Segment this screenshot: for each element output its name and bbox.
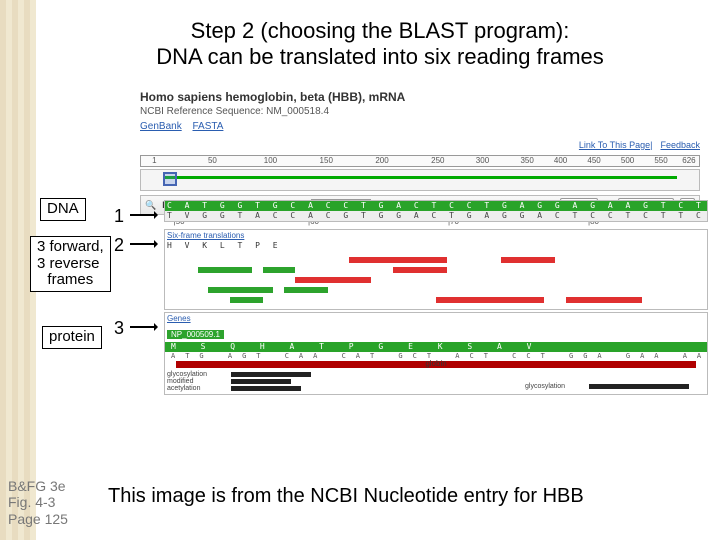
footer: B&FG 3e Fig. 4-3 Page 125 bbox=[8, 478, 68, 528]
reference-sequence: NCBI Reference Sequence: NM_000518.4 bbox=[140, 106, 700, 117]
modification-bars: glycosylationmodifiedacetylationglycosyl… bbox=[165, 370, 707, 394]
navigation-track[interactable] bbox=[140, 169, 700, 191]
callout-dna: DNA bbox=[40, 198, 86, 221]
genbank-link[interactable]: GenBank bbox=[140, 121, 182, 132]
sequence-bar bbox=[163, 176, 676, 179]
dna-bottom-strand: T V G G T A C C A C G T G G A C T G A G … bbox=[165, 211, 707, 221]
title-line2: DNA can be translated into six reading f… bbox=[100, 44, 660, 70]
format-links: GenBank FASTA bbox=[140, 121, 700, 132]
feedback-link[interactable]: Feedback bbox=[660, 140, 700, 150]
arrow-icon bbox=[130, 243, 156, 245]
genes-header[interactable]: Genes bbox=[165, 313, 707, 324]
aa-letters: M S Q H A T P G E K S A V bbox=[165, 342, 707, 352]
fasta-link[interactable]: FASTA bbox=[192, 121, 223, 132]
arrow-icon bbox=[130, 326, 156, 328]
footer-book: B&FG 3e bbox=[8, 478, 68, 495]
dna-row: 1 C A T G G T G C A C C T G A C T C C T … bbox=[110, 200, 708, 227]
sixframe-track: Six-frame translations H V K L T P E bbox=[164, 229, 708, 310]
slide-title: Step 2 (choosing the BLAST program): DNA… bbox=[100, 18, 660, 70]
row-number-2: 2 bbox=[110, 235, 124, 256]
domain-bar: globin bbox=[165, 360, 707, 370]
frame-fragments bbox=[165, 251, 707, 309]
aa-top: H V K L T P E bbox=[165, 241, 707, 251]
footer-page: Page 125 bbox=[8, 511, 68, 528]
dna-top-strand: C A T G G T G C A C C T G A C T C C T G … bbox=[165, 201, 707, 211]
row-number-3: 3 bbox=[110, 318, 124, 339]
domain-label: globin bbox=[425, 359, 446, 368]
title-line1: Step 2 (choosing the BLAST program): bbox=[100, 18, 660, 44]
caption: This image is from the NCBI Nucleotide e… bbox=[108, 485, 584, 508]
sixframe-row: 2 Six-frame translations H V K L T P E bbox=[110, 229, 708, 310]
position-ruler: 150100150200250300350400450500550626 bbox=[140, 155, 700, 167]
link-to-page[interactable]: Link To This Page bbox=[579, 140, 650, 150]
arrow-icon bbox=[130, 214, 156, 216]
dna-track: C A T G G T G C A C C T G A C T C C T G … bbox=[164, 200, 708, 222]
callout-protein: protein bbox=[42, 326, 102, 349]
track-rows: 1 C A T G G T G C A C C T G A C T C C T … bbox=[110, 200, 708, 397]
protein-row: 3 Genes NP_000509.1 M S Q H A T P G E K … bbox=[110, 312, 708, 395]
top-link-row: Link To This Page | Feedback bbox=[140, 138, 700, 152]
callout-frames: 3 forward, 3 reverse frames bbox=[30, 236, 111, 292]
footer-fig: Fig. 4-3 bbox=[8, 494, 68, 511]
sixframe-header[interactable]: Six-frame translations bbox=[165, 230, 707, 241]
protein-id[interactable]: NP_000509.1 bbox=[167, 330, 224, 339]
row-number-1: 1 bbox=[110, 206, 124, 227]
protein-track: Genes NP_000509.1 M S Q H A T P G E K S … bbox=[164, 312, 708, 395]
selection-box[interactable] bbox=[163, 172, 177, 186]
sequence-title: Homo sapiens hemoglobin, beta (HBB), mRN… bbox=[140, 90, 700, 104]
